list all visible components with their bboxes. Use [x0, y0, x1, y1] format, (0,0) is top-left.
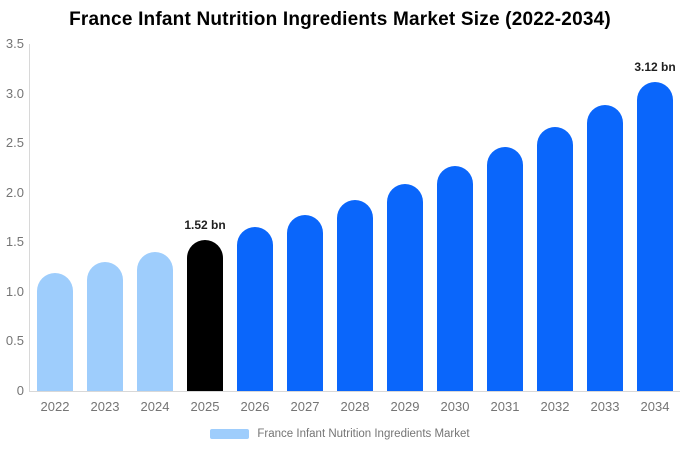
bar-2030[interactable]	[437, 165, 473, 391]
y-axis-tick-label: 1.5	[5, 234, 24, 250]
y-axis-tick-label: 3.5	[5, 36, 24, 51]
bar-2029[interactable]	[387, 183, 423, 391]
x-axis-tick-label: 2026	[240, 399, 270, 414]
y-axis-tick-label: 0	[16, 383, 24, 398]
bar-2031[interactable]	[487, 147, 523, 391]
bar-2027[interactable]	[287, 214, 323, 391]
chart-title: France Infant Nutrition Ingredients Mark…	[69, 9, 611, 30]
x-axis-tick-label: 2025	[190, 399, 220, 414]
y-axis-tick-label: 3.0	[5, 85, 24, 101]
bar-2025[interactable]	[187, 240, 223, 391]
bar-2022[interactable]	[37, 273, 73, 391]
x-axis-line	[29, 391, 680, 392]
x-axis-tick-label: 2023	[90, 399, 120, 414]
y-axis-tick-label: 2.0	[5, 184, 24, 200]
bar-2026[interactable]	[237, 227, 273, 391]
x-axis-tick-label: 2022	[40, 399, 70, 414]
x-axis-tick-label: 2029	[390, 399, 420, 414]
bar-2028[interactable]	[337, 199, 373, 391]
x-axis-tick-label: 2031	[490, 399, 520, 414]
bar-2034[interactable]	[637, 81, 673, 391]
data-label-2025: 1.52 bn	[184, 218, 226, 233]
x-axis-tick-label: 2030	[440, 399, 470, 414]
y-axis-tick-label: 2.5	[5, 135, 24, 151]
legend-label: France Infant Nutrition Ingredients Mark…	[257, 428, 470, 440]
data-label-2034: 3.12 bn	[634, 59, 676, 74]
x-axis-tick-label: 2032	[540, 399, 570, 414]
x-axis-tick-label: 2033	[590, 399, 620, 414]
y-axis-tick-label: 0.5	[5, 333, 24, 349]
y-axis-line	[29, 44, 30, 392]
bar-2024[interactable]	[137, 252, 173, 391]
x-axis-tick-label: 2024	[140, 399, 170, 414]
bar-2032[interactable]	[537, 127, 573, 391]
y-axis-tick-label: 1.0	[5, 283, 24, 299]
x-axis-tick-label: 2028	[340, 399, 370, 414]
legend-item[interactable]: France Infant Nutrition Ingredients Mark…	[0, 426, 680, 442]
legend-swatch	[210, 429, 250, 439]
x-axis-tick-label: 2034	[640, 399, 670, 414]
bar-2023[interactable]	[87, 262, 123, 391]
bar-2033[interactable]	[587, 105, 623, 391]
x-axis-tick-label: 2027	[290, 399, 320, 414]
